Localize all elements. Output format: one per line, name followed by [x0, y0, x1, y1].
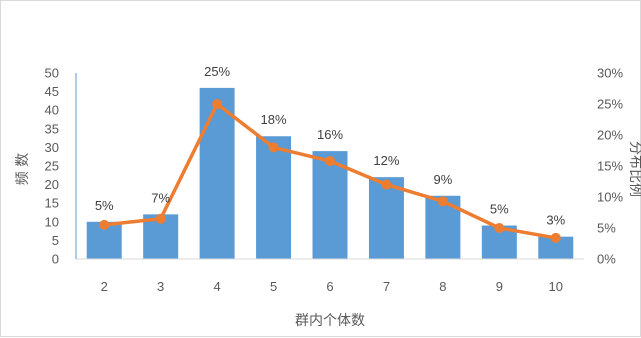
data-labels: 5% 7% 25% 18% 16% 12% 9% 5% 3%	[95, 64, 566, 228]
line-point	[155, 213, 166, 224]
line-point	[381, 179, 392, 190]
y-left-tick-label: 30	[45, 140, 59, 155]
y-left-tick-label: 0	[52, 252, 59, 267]
bar	[256, 136, 292, 259]
y-right-tick-label: 25%	[597, 97, 623, 112]
x-tick-label: 8	[439, 279, 446, 294]
data-label: 3%	[546, 213, 565, 228]
line-point	[325, 156, 335, 167]
line-point	[212, 99, 223, 109]
data-label: 5%	[95, 198, 114, 213]
data-label: 25%	[204, 64, 230, 79]
x-tick-label: 2	[101, 279, 108, 294]
y-right-tick-label: 15%	[597, 159, 623, 174]
data-label: 9%	[433, 172, 452, 187]
line-series	[99, 99, 561, 243]
y-left-tick-label: 35	[45, 121, 59, 136]
x-tick-label: 4	[213, 279, 220, 294]
y-left-tick-label: 5	[52, 233, 59, 248]
bar	[538, 236, 574, 259]
axes: 051015202530354045500%5%10%15%20%25%30%2…	[45, 66, 624, 295]
line-point	[99, 219, 110, 230]
data-label: 12%	[373, 153, 399, 168]
x-axis-title: 群内个体数	[295, 313, 365, 329]
x-tick-label: 10	[549, 279, 563, 294]
data-label: 18%	[261, 112, 287, 127]
line-point	[437, 196, 448, 207]
y-left-tick-label: 45	[45, 84, 59, 99]
y-right-tick-label: 30%	[597, 66, 623, 81]
y-axis-right-title: 分布比例	[627, 141, 641, 197]
y-left-tick-label: 40	[45, 103, 59, 118]
data-label: 5%	[490, 202, 509, 217]
y-right-tick-label: 10%	[597, 190, 623, 205]
bar	[199, 87, 235, 259]
y-left-tick-label: 25	[45, 159, 59, 174]
x-tick-label: 9	[496, 279, 503, 294]
line-point	[494, 223, 505, 233]
x-tick-label: 6	[326, 279, 333, 294]
x-tick-label: 3	[157, 279, 164, 294]
bar	[368, 177, 404, 259]
y-right-tick-label: 20%	[597, 128, 623, 143]
y-axis-left-title: 频 数	[15, 153, 31, 185]
y-left-tick-label: 15	[45, 196, 59, 211]
data-label: 7%	[151, 190, 170, 205]
y-left-tick-label: 10	[45, 214, 59, 229]
data-label: 16%	[317, 127, 343, 142]
bar	[312, 151, 348, 259]
x-tick-label: 5	[270, 279, 277, 294]
y-right-tick-label: 0%	[597, 252, 616, 267]
x-tick-label: 7	[383, 279, 390, 294]
y-left-tick-label: 50	[45, 66, 59, 81]
bar-series	[86, 87, 574, 259]
y-left-tick-label: 20	[45, 177, 59, 192]
y-right-tick-label: 5%	[597, 221, 616, 236]
line-point	[268, 142, 279, 153]
line-point	[550, 232, 561, 243]
